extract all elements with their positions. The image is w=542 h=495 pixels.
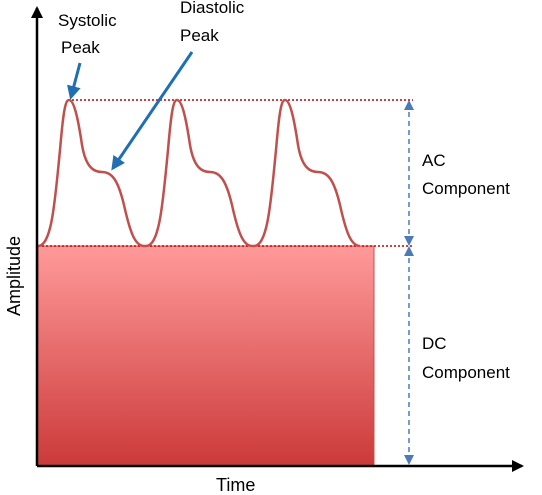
systolic-label-line1: Systolic — [58, 11, 117, 30]
diastolic-peak-arrow — [111, 51, 194, 171]
dc-dimension-arrowhead-bottom — [404, 455, 414, 465]
x-axis-label: Time — [216, 475, 255, 495]
systolic-peak-arrow — [67, 62, 82, 100]
dc-label-line1: DC — [422, 334, 447, 353]
systolic-label-line2: Peak — [61, 38, 100, 57]
dc-dimension-arrowhead-top — [404, 246, 414, 256]
ac-dimension-arrowhead-bottom — [404, 236, 414, 246]
ac-label-line1: AC — [422, 151, 446, 170]
diastolic-label-line1: Diastolic — [180, 0, 245, 17]
ac-dimension-arrowhead-top — [404, 100, 414, 110]
diastolic-label-line2: Peak — [180, 26, 219, 45]
dc-component-region — [37, 245, 375, 466]
ac-label-line2: Component — [422, 179, 510, 198]
dc-label-line2: Component — [422, 363, 510, 382]
y-axis-label: Amplitude — [4, 236, 24, 316]
ppg-waveform — [37, 98, 361, 248]
